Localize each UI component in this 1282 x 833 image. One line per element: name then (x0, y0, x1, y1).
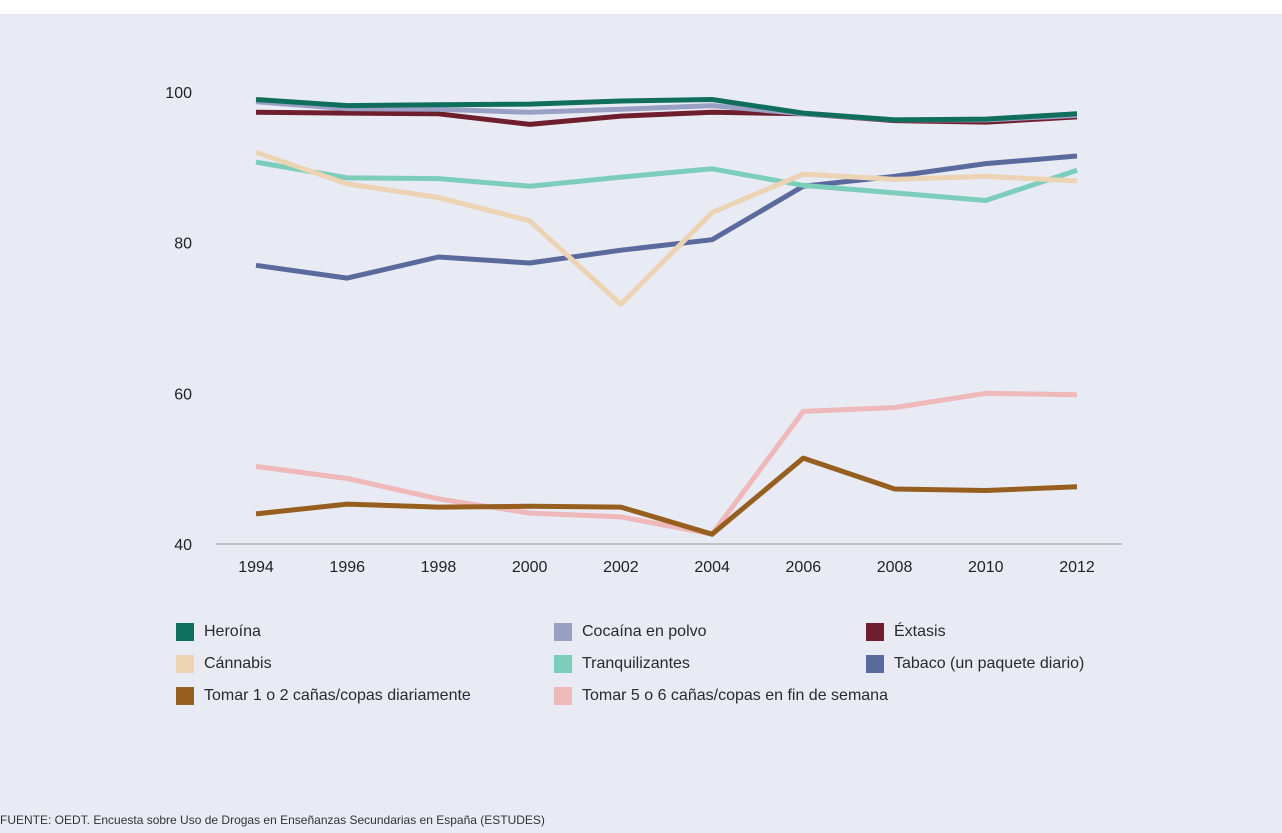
y-tick-label: 100 (165, 85, 192, 102)
legend-swatch (866, 623, 884, 641)
x-tick-label: 2008 (877, 559, 913, 576)
series-line-tomar-5-o-6-canas-copas-en-fin-de-semana (255, 390, 1078, 537)
series-line-tranquilizantes (255, 159, 1078, 203)
legend-swatch (176, 623, 194, 641)
x-tick-label: 2012 (1059, 559, 1095, 576)
x-tick-label: 2010 (968, 559, 1004, 576)
series-line-tabaco-un-paquete-diario (255, 153, 1078, 281)
series-line-cannabis (255, 149, 1078, 307)
y-tick-label: 40 (174, 537, 192, 554)
chart-panel (0, 14, 1282, 833)
source-note: FUENTE: OEDT. Encuesta sobre Uso de Drog… (0, 813, 545, 827)
series-line-tomar-1-o-2-canas-copas-diariamente (255, 455, 1078, 537)
legend-swatch (554, 623, 572, 641)
legend-item: Cocaína en polvo (554, 620, 866, 644)
x-axis: 1994 1996 1998 2000 2002 2004 2006 2008 2010 2012 (238, 559, 1095, 576)
legend-item: Tomar 5 o 6 cañas/copas en fin de semana (554, 684, 888, 708)
legend-label: Tabaco (un paquete diario) (894, 655, 1085, 672)
legend-swatch (176, 687, 194, 705)
legend-swatch (866, 655, 884, 673)
legend-item: Tomar 1 o 2 cañas/copas diariamente (176, 684, 554, 708)
legend-item: Éxtasis (866, 620, 1156, 644)
legend-item: Heroína (176, 620, 554, 644)
x-tick-label: 1996 (329, 559, 365, 576)
legend-swatch (554, 655, 572, 673)
x-tick-label: 2002 (603, 559, 639, 576)
y-tick-label: 60 (174, 386, 192, 403)
series-line-heroina (255, 97, 1078, 123)
legend-item: Cánnabis (176, 652, 554, 676)
x-tick-label: 1998 (421, 559, 457, 576)
x-tick-label: 1994 (238, 559, 274, 576)
legend-label: Tomar 1 o 2 cañas/copas diariamente (204, 687, 471, 704)
legend-swatch (176, 655, 194, 673)
legend-item: Tabaco (un paquete diario) (866, 652, 1156, 676)
x-tick-label: 2004 (694, 559, 730, 576)
legend-label: Cánnabis (204, 655, 272, 672)
y-axis: 40 60 80 100 (165, 85, 192, 554)
legend-item: Tranquilizantes (554, 652, 866, 676)
legend-label: Tranquilizantes (582, 655, 690, 672)
legend-label: Heroína (204, 623, 261, 640)
x-tick-label: 2006 (786, 559, 822, 576)
y-tick-label: 80 (174, 236, 192, 253)
x-tick-label: 2000 (512, 559, 548, 576)
legend-swatch (554, 687, 572, 705)
series-lines (255, 97, 1078, 537)
legend-label: Cocaína en polvo (582, 623, 707, 640)
legend: Heroína Cocaína en polvo Éxtasis Cánnabis Tr… (176, 620, 1156, 708)
legend-label: Tomar 5 o 6 cañas/copas en fin de semana (582, 687, 888, 704)
legend-label: Éxtasis (894, 623, 946, 640)
